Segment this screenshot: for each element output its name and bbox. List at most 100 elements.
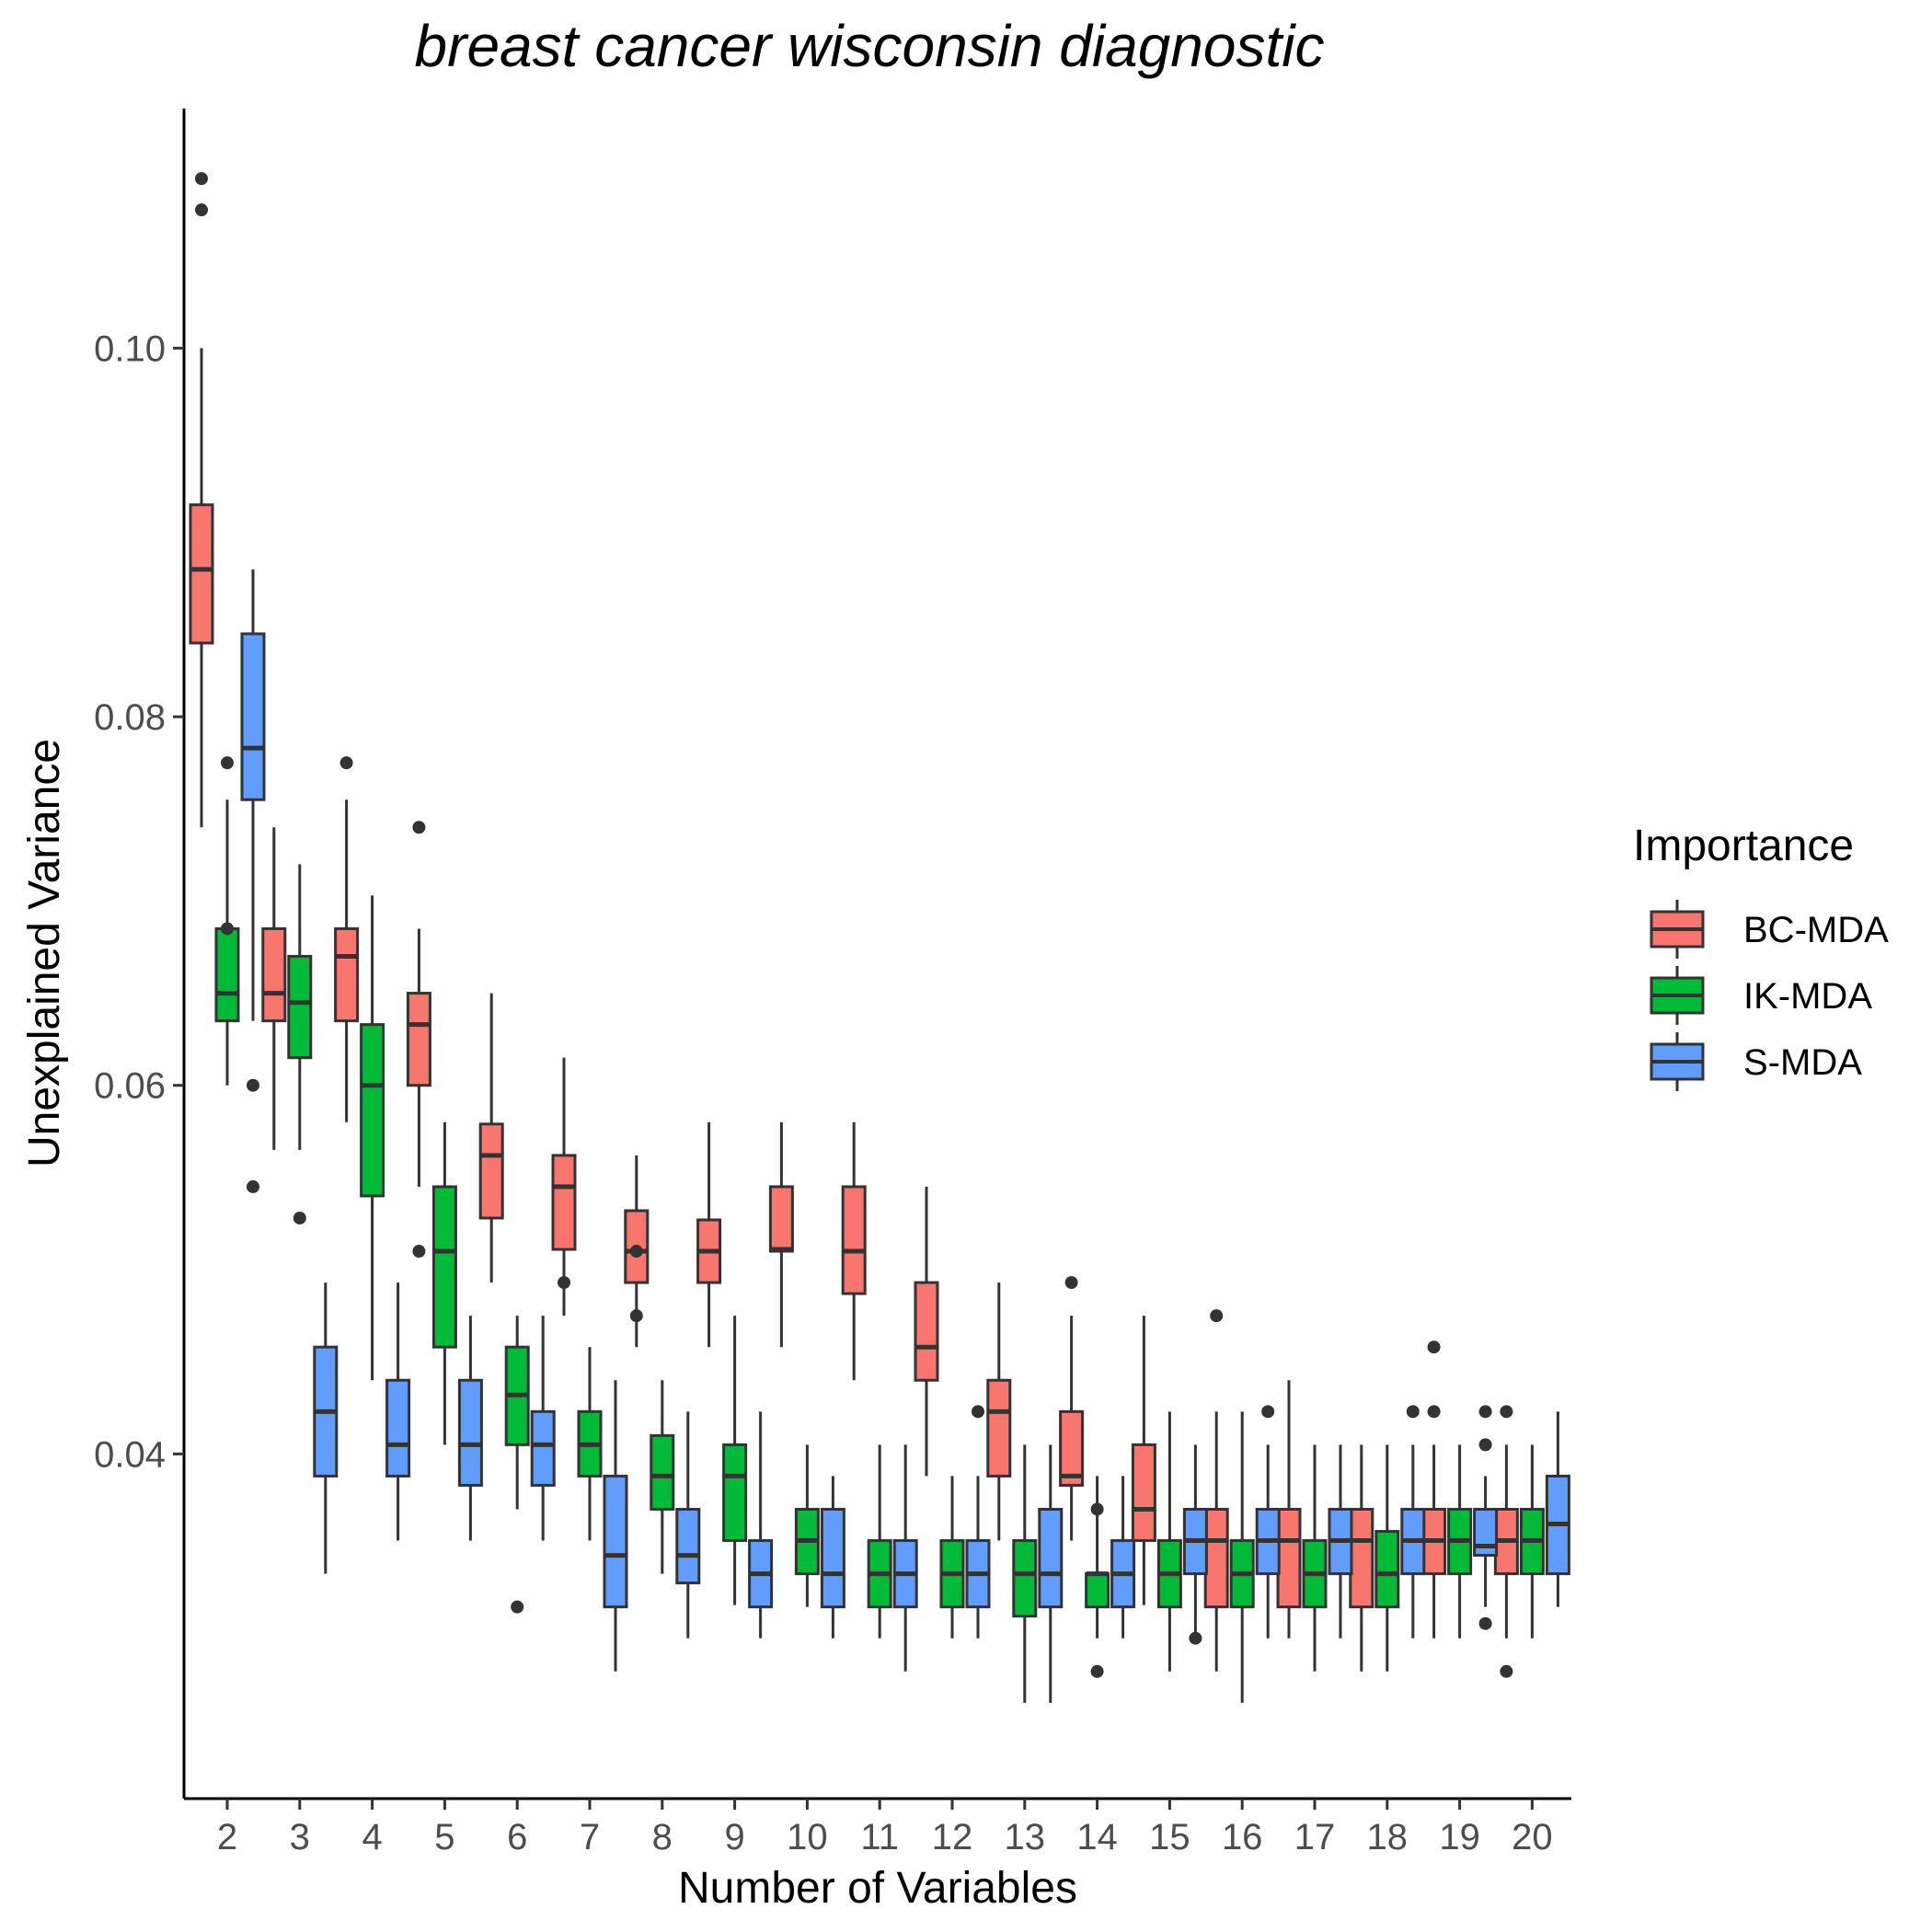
outlier-point [1090,1664,1104,1678]
box-body [1276,1507,1302,1609]
box-bc-mda-3 [261,827,287,1150]
box-body [334,926,360,1023]
box-bc-mda-10 [768,1121,794,1348]
box-body [360,1023,385,1198]
box-s-mda-5 [457,1316,483,1541]
box-bc-mda-19 [1421,1340,1447,1639]
outlier-point [629,1309,643,1323]
x-tick-label: 4 [362,1817,382,1857]
box-s-mda-18 [1400,1405,1426,1639]
box-body [914,1281,939,1382]
x-tick-label: 7 [580,1817,600,1857]
x-tick-label: 9 [724,1817,744,1857]
box-s-mda-2 [240,569,266,1193]
box-body [1203,1507,1229,1609]
outlier-point [1090,1502,1104,1516]
outlier-point [1478,1616,1492,1630]
x-tick-label: 18 [1367,1817,1409,1857]
box-ik-mda-4 [360,895,385,1381]
box-body [603,1474,628,1609]
outlier-point [1500,1664,1513,1678]
box-bc-mda-2 [189,172,214,828]
outlier-point [247,1179,259,1193]
x-tick-label: 13 [1005,1817,1046,1857]
box-s-mda-17 [1328,1444,1353,1639]
box-s-mda-7 [603,1380,628,1672]
x-tick-label: 20 [1512,1817,1553,1857]
x-tick-label: 10 [787,1817,828,1857]
box-s-mda-15 [1182,1444,1208,1645]
box-bc-mda-13 [986,1282,1012,1541]
x-tick-label: 3 [290,1817,310,1857]
outlier-point [1210,1309,1224,1323]
x-tick-label: 5 [434,1817,454,1857]
outlier-point [412,1245,426,1259]
box-bc-mda-18 [1349,1444,1374,1672]
x-tick-label: 16 [1222,1817,1263,1857]
box-body [650,1433,675,1511]
box-body [214,926,240,1023]
box-ik-mda-12 [939,1476,965,1639]
x-axis-ticks: 2 3 4 5 6 7 8 9 10 11 12 13 14 15 16 17 18 19 20 [217,1799,1553,1857]
box-s-mda-12 [965,1405,991,1639]
outlier-point [972,1405,984,1419]
box-body [1131,1443,1156,1543]
box-s-mda-10 [820,1476,845,1639]
box-bc-mda-12 [914,1186,939,1477]
box-body [1038,1507,1064,1609]
outlier-point [247,1078,259,1092]
box-ik-mda-8 [650,1380,675,1574]
outlier-point [412,821,426,834]
box-ik-mda-17 [1302,1444,1328,1672]
box-ik-mda-7 [577,1347,603,1541]
box-bc-mda-14 [1059,1276,1085,1541]
outlier-point [629,1245,643,1259]
x-axis-title: Number of Variables [678,1864,1077,1913]
box-bc-mda-15 [1131,1316,1156,1605]
x-tick-label: 6 [507,1817,527,1857]
box-ik-mda-10 [794,1444,820,1607]
box-body [675,1507,701,1585]
x-tick-label: 14 [1076,1817,1118,1857]
outlier-point [1064,1276,1078,1290]
box-s-mda-4 [385,1282,411,1541]
y-tick-label: 0.06 [94,1066,166,1107]
box-s-mda-6 [530,1316,556,1541]
box-bc-mda-6 [478,993,504,1283]
x-tick-label: 17 [1294,1817,1336,1857]
legend-label: S-MDA [1743,1042,1862,1083]
y-axis-title: Unexplained Variance [20,739,69,1167]
box-body [189,503,214,645]
box-body [1085,1572,1110,1609]
y-axis-ticks: 0.04 0.06 0.08 0.10 [94,328,184,1475]
box-s-mda-13 [1038,1444,1064,1703]
outlier-point [195,203,208,217]
x-tick-label: 11 [860,1817,899,1857]
box-bc-mda-17 [1276,1380,1302,1639]
outlier-point [1261,1405,1275,1419]
box-body [406,992,431,1087]
outlier-point [221,922,234,936]
box-body [457,1378,483,1487]
box-ik-mda-2 [214,756,240,1086]
x-tick-label: 2 [217,1817,237,1857]
box-body [287,955,313,1060]
box-ik-mda-3 [287,864,313,1225]
box-body [431,1185,457,1349]
legend-item-ik-mda: IK-MDA [1650,966,1872,1025]
outlier-point [1500,1405,1513,1419]
box-body [1012,1539,1038,1618]
legend-item-s-mda: S-MDA [1650,1032,1862,1091]
series-ik-mda [214,756,1545,1703]
box-bc-mda-5 [406,821,431,1259]
outlier-point [339,756,353,770]
outlier-point [558,1276,570,1290]
box-body [1473,1507,1499,1558]
outlier-point [1478,1438,1492,1452]
box-ik-mda-19 [1447,1444,1473,1639]
plot-area [189,172,1570,1703]
box-bc-mda-20 [1493,1405,1519,1678]
outlier-point [1478,1405,1492,1419]
